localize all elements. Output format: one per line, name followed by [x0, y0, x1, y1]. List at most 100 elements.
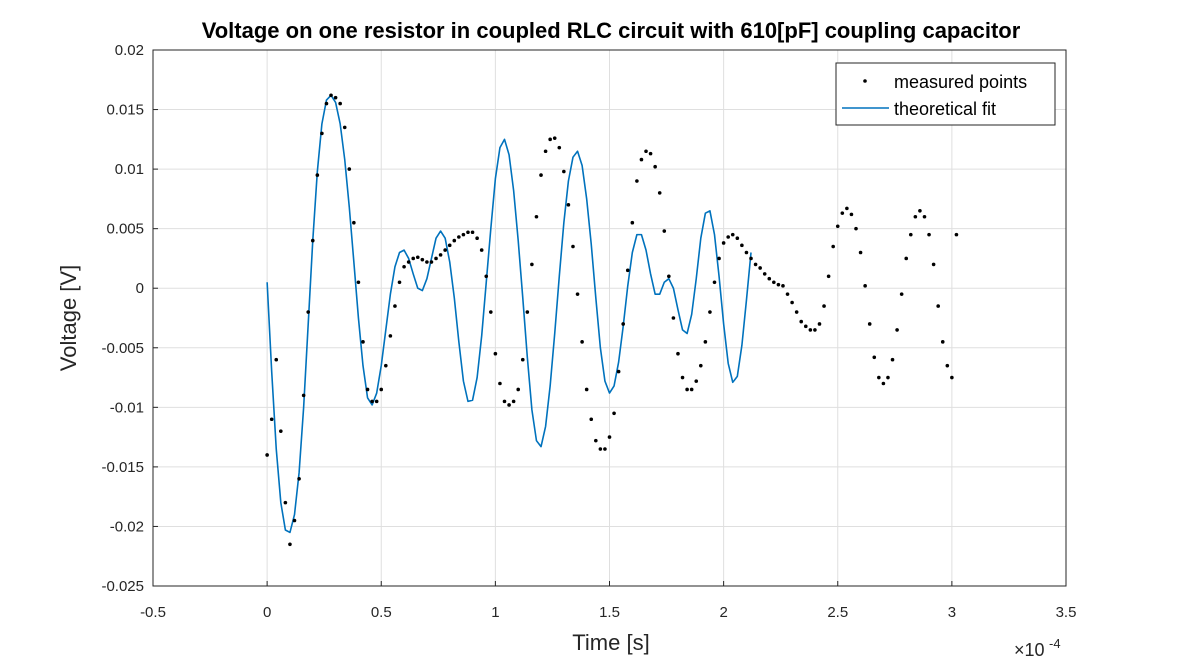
- measured-point: [680, 375, 685, 380]
- measured-point: [301, 393, 306, 398]
- measured-point: [648, 151, 653, 156]
- measured-point: [603, 447, 607, 451]
- measured-point: [310, 238, 315, 243]
- x-tick-label: 0: [263, 604, 271, 621]
- measured-point: [429, 260, 434, 264]
- measured-point: [730, 232, 735, 237]
- measured-point: [566, 203, 571, 207]
- x-tick-label: 2.5: [827, 604, 848, 621]
- measured-point: [516, 387, 520, 392]
- measured-point: [899, 292, 904, 296]
- measured-point: [630, 220, 635, 225]
- legend-label-measured: measured points: [894, 72, 1027, 92]
- measured-point: [781, 284, 785, 288]
- measured-point: [575, 292, 580, 296]
- measured-point: [854, 226, 858, 231]
- measured-point: [922, 214, 927, 219]
- measured-point: [365, 387, 370, 392]
- measured-point: [616, 369, 621, 374]
- measured-point: [329, 93, 333, 98]
- measured-point: [393, 304, 397, 308]
- legend-label-fit: theoretical fit: [894, 99, 996, 119]
- measured-points-series: [265, 93, 959, 547]
- measured-point: [274, 357, 279, 362]
- x-axis-label: Time [s]: [572, 630, 649, 655]
- measured-point: [612, 411, 616, 416]
- measured-point: [370, 399, 374, 404]
- y-tick-label: -0.015: [101, 459, 144, 476]
- measured-point: [525, 310, 530, 314]
- measured-point: [479, 248, 484, 252]
- measured-point: [867, 322, 872, 326]
- measured-point: [699, 363, 703, 368]
- measured-point: [411, 256, 416, 261]
- measured-point: [457, 235, 461, 239]
- measured-point: [438, 253, 443, 257]
- measured-point: [831, 244, 835, 249]
- y-tick-labels: 0.02 0.015 0.01 0.005 0 -0.005 -0.01 -0.015 -0.0…: [101, 42, 144, 595]
- measured-point: [342, 125, 347, 130]
- x-tick-label: 1.5: [599, 604, 620, 621]
- measured-point: [712, 280, 717, 285]
- measured-point: [644, 149, 648, 154]
- measured-point: [931, 262, 936, 267]
- measured-point: [552, 136, 557, 140]
- measured-point: [826, 274, 831, 279]
- chart-title: Voltage on one resistor in coupled RLC c…: [202, 18, 1021, 43]
- measured-point: [530, 262, 534, 267]
- measured-point: [726, 235, 730, 239]
- legend-box: [835, 62, 1056, 126]
- measured-point: [639, 157, 644, 162]
- plot-frame: [152, 49, 1067, 587]
- y-tick-label: -0.005: [101, 340, 144, 357]
- measured-point: [886, 375, 890, 380]
- measured-point: [708, 310, 712, 314]
- measured-point: [584, 387, 589, 392]
- measured-point: [835, 224, 840, 229]
- measured-point: [461, 232, 466, 237]
- x-tick-label: 3.5: [1056, 604, 1077, 621]
- measured-point: [950, 375, 954, 380]
- measured-point: [594, 438, 598, 443]
- measured-point: [908, 232, 913, 237]
- measured-point: [493, 351, 498, 356]
- measured-point: [721, 241, 726, 245]
- measured-point: [324, 101, 329, 106]
- measured-point: [913, 214, 918, 219]
- measured-point: [621, 322, 625, 326]
- measured-point: [904, 256, 909, 261]
- measured-point: [562, 169, 566, 174]
- measured-point: [452, 238, 457, 243]
- measured-point: [420, 257, 425, 262]
- measured-point: [667, 274, 671, 279]
- measured-point: [397, 280, 402, 285]
- measured-point: [758, 266, 762, 270]
- measured-point: [352, 220, 356, 225]
- y-tick-label: -0.01: [110, 399, 144, 416]
- measured-point: [502, 399, 507, 404]
- measured-point: [589, 417, 594, 422]
- measured-point: [803, 324, 808, 329]
- measured-point: [598, 447, 603, 451]
- measured-point: [520, 357, 525, 362]
- measured-point: [822, 304, 826, 308]
- measured-point: [927, 232, 931, 237]
- measured-point: [694, 379, 699, 383]
- measured-point: [794, 310, 799, 314]
- measured-point: [785, 292, 790, 296]
- measured-point: [881, 381, 886, 386]
- measured-point: [470, 230, 475, 235]
- x-tick-label: 3: [948, 604, 956, 621]
- measured-point: [425, 260, 429, 264]
- y-tick-label: 0.02: [115, 42, 144, 59]
- measured-point: [872, 355, 877, 360]
- measured-point: [840, 211, 845, 215]
- measured-point: [406, 260, 411, 264]
- measured-point: [940, 340, 945, 344]
- measured-point: [877, 375, 881, 380]
- measured-point: [356, 280, 361, 285]
- x-exponent-label: ×10 -4: [1014, 636, 1061, 660]
- measured-point: [858, 250, 863, 255]
- measured-point: [685, 387, 689, 392]
